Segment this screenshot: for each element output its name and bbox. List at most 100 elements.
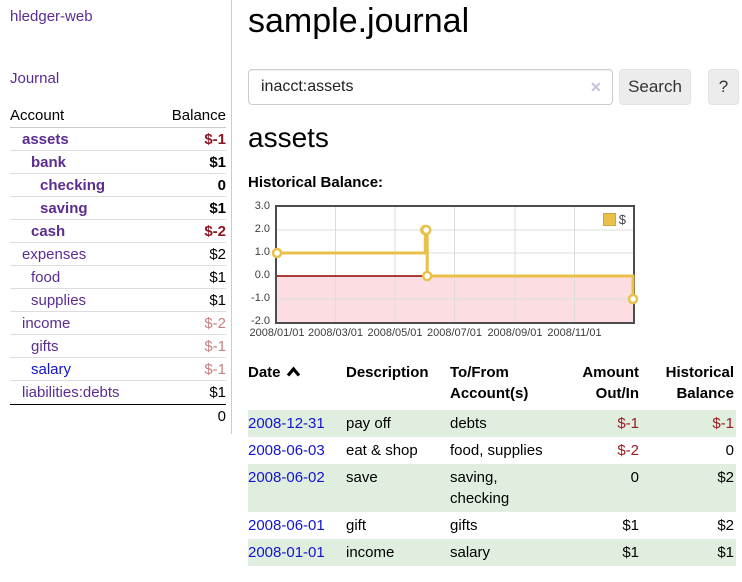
account-row: expenses $2: [10, 243, 226, 266]
sidebar-account-link[interactable]: cash: [31, 222, 66, 240]
sidebar-account-link[interactable]: salary: [31, 360, 72, 378]
register-cell-balance: $2: [717, 517, 734, 534]
register-header-balance: Historical Balance: [665, 364, 734, 402]
register-cell-accounts: salary: [450, 544, 491, 561]
page-title: sample.journal: [248, 2, 470, 40]
account-tree-header: Account Balance: [10, 103, 226, 128]
register-header-date[interactable]: Date: [248, 357, 346, 410]
data-point-marker: [421, 270, 433, 282]
transaction-date-link[interactable]: 2008-06-03: [248, 442, 325, 459]
transaction-date-link[interactable]: 2008-06-01: [248, 517, 325, 534]
total-balance: 0: [217, 408, 226, 425]
account-row: gifts $-1: [10, 335, 226, 358]
account-row: liabilities:debts $1: [10, 381, 226, 404]
account-total-row: 0: [10, 404, 226, 428]
register-cell-date: 2008-01-01: [248, 539, 346, 566]
account-balance: $-2: [204, 314, 226, 332]
register-cell-description: pay off: [346, 415, 391, 432]
table-row: 2008-01-01 income salary $1 $1: [248, 539, 736, 566]
account-row: supplies $1: [10, 289, 226, 312]
y-tick-label: 3.0: [254, 200, 270, 212]
register-header-description: Description: [346, 364, 429, 381]
y-tick-label: 2.0: [254, 223, 270, 235]
transaction-date-link[interactable]: 2008-12-31: [248, 415, 325, 432]
register-cell-amount: $-2: [617, 442, 639, 459]
account-rows: assets $-1 bank $1 checking 0 saving $1 cash $-2 e…: [10, 128, 226, 404]
sidebar-account-link[interactable]: supplies: [31, 291, 87, 309]
x-tick-label: 2008/07/01: [426, 327, 483, 339]
x-tick-label: 2008/03/01: [307, 327, 364, 339]
account-balance: $2: [209, 245, 226, 263]
account-row: bank $1: [10, 151, 226, 174]
sidebar-item-journal[interactable]: Journal: [10, 70, 60, 87]
y-tick-label: -2.0: [251, 315, 270, 327]
table-row: 2008-06-03 eat & shop food, supplies $-2 0: [248, 437, 736, 464]
chart-title: Historical Balance:: [248, 174, 384, 191]
register-header-accounts: To/From Account(s): [450, 364, 529, 402]
sidebar-account-link[interactable]: liabilities:debts: [22, 384, 120, 401]
sidebar-account-link[interactable]: bank: [31, 153, 67, 171]
app-title-link[interactable]: hledger-web: [10, 8, 93, 25]
account-balance: $1: [209, 268, 226, 286]
account-row: checking 0: [10, 174, 226, 197]
register-cell-date: 2008-06-01: [248, 512, 346, 539]
date-header-label: Date: [248, 364, 281, 381]
sidebar: hledger-web Journal Account Balance asse…: [0, 0, 232, 434]
register-table: Date Description To/From Account(s) Amou…: [248, 357, 736, 566]
account-row: salary $-1: [10, 358, 226, 381]
data-point-marker: [420, 224, 432, 236]
account-balance: $1: [209, 153, 226, 171]
clear-search-icon[interactable]: ✕: [590, 79, 602, 95]
account-row: cash $-2: [10, 220, 226, 243]
register-cell-accounts: food, supplies: [450, 442, 543, 459]
data-point-marker: [271, 247, 283, 259]
register-cell-description: income: [346, 544, 395, 561]
search-input[interactable]: [248, 69, 613, 105]
transaction-date-link[interactable]: 2008-01-01: [248, 544, 325, 561]
account-balance: $-2: [204, 222, 226, 240]
balance-column-header: Balance: [171, 106, 226, 124]
register-cell-date: 2008-06-02: [248, 464, 346, 512]
sidebar-account-link[interactable]: expenses: [22, 245, 87, 263]
sidebar-account-link[interactable]: assets: [22, 130, 69, 148]
y-tick-label: -1.0: [251, 292, 270, 304]
account-balance: $1: [209, 384, 226, 401]
table-row: 2008-06-01 gift gifts $1 $2: [248, 512, 736, 539]
x-tick-label: 2008/11/01: [547, 327, 602, 339]
register-cell-description: save: [346, 469, 378, 486]
data-point-marker: [627, 293, 639, 305]
register-header-row: Date Description To/From Account(s) Amou…: [248, 357, 736, 410]
account-balance: $1: [209, 199, 226, 217]
transaction-date-link[interactable]: 2008-06-02: [248, 469, 325, 486]
sidebar-account-link[interactable]: income: [22, 314, 71, 332]
sort-ascending-icon: [286, 366, 300, 377]
legend-label: $: [618, 212, 626, 227]
register-cell-balance: $2: [717, 469, 734, 486]
balance-chart: $: [271, 205, 639, 324]
legend-swatch-icon: [602, 213, 616, 226]
help-button[interactable]: ?: [708, 69, 739, 105]
register-cell-balance: $-1: [712, 415, 734, 432]
account-balance: $-1: [204, 130, 226, 148]
account-row: income $-2: [10, 312, 226, 335]
account-balance: $1: [209, 291, 226, 309]
account-column-header: Account: [10, 106, 65, 124]
account-row: food $1: [10, 266, 226, 289]
search-button[interactable]: Search: [619, 69, 691, 105]
sidebar-account-link[interactable]: food: [31, 268, 61, 286]
sidebar-account-link[interactable]: checking: [40, 176, 106, 194]
x-tick-label: 2008/05/01: [367, 327, 423, 339]
account-tree: Account Balance assets $-1 bank $1 checking 0…: [10, 103, 226, 428]
sidebar-account-link[interactable]: saving: [40, 199, 88, 217]
account-row: saving $1: [10, 197, 226, 220]
register-cell-date: 2008-06-03: [248, 437, 346, 464]
register-cell-description: eat & shop: [346, 442, 418, 459]
account-balance: 0: [217, 176, 226, 194]
register-cell-description: gift: [346, 517, 367, 534]
register-cell-balance: 0: [725, 442, 734, 459]
register-cell-accounts: gifts: [450, 517, 478, 534]
register-header-amount: Amount Out/In: [582, 364, 639, 402]
sidebar-account-link[interactable]: gifts: [31, 337, 59, 355]
account-balance: $-1: [204, 337, 226, 355]
chart-canvas: [271, 207, 639, 322]
